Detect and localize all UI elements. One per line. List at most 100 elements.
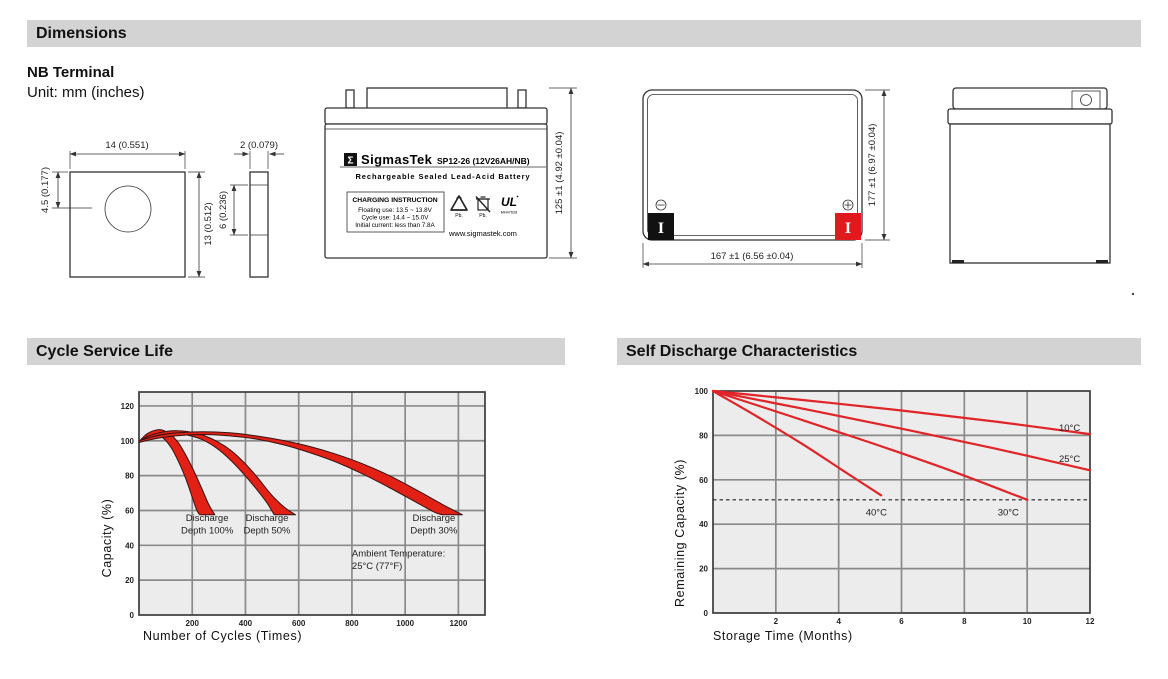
terminal-hole	[104, 185, 152, 233]
plot-border	[712, 390, 1091, 614]
battery-body	[324, 123, 548, 259]
terminal-type-label: NB Terminal	[27, 64, 115, 81]
battery-side-view	[947, 87, 1135, 296]
side-foot-left	[952, 260, 964, 264]
series-30-c	[711, 389, 1029, 501]
self-discharge-title: Self Discharge Characteristics	[626, 343, 858, 360]
cycle-service-life-chart: Discharge Depth 100% Discharge Depth 50% Dis…	[100, 391, 486, 643]
svg-text:Pb.: Pb.	[455, 213, 463, 219]
side-lid	[947, 108, 1113, 125]
y-tick-label: 60	[699, 476, 708, 485]
series-40-c	[711, 389, 883, 497]
svg-text:UL: UL	[501, 195, 517, 209]
battery-top-view: I I 167 ±1 (6.56 ±0.04) 177 ±1 (6.97 ±0.…	[642, 89, 890, 268]
dimensions-section-title: Dimensions	[36, 25, 127, 42]
side-foot-right	[1096, 260, 1108, 264]
side-body	[949, 123, 1111, 264]
terminal-plate-outline	[69, 171, 186, 278]
annotation: Discharge Depth 100%	[181, 513, 234, 537]
y-tick-label: 40	[699, 520, 708, 529]
x-axis-title: Storage Time (Months)	[713, 629, 853, 643]
top-block	[366, 87, 508, 111]
x-tick-label: 8	[962, 617, 967, 626]
y-tick-label: 100	[695, 388, 709, 396]
self-discharge-header: Self Discharge Characteristics	[617, 338, 1141, 365]
y-tick-label: 120	[121, 402, 135, 411]
dimension-drawings: 14 (0.551) 13 (0.512) 4.5 (0.177) 2 (0.0…	[40, 87, 1135, 296]
ul-mark-icon: UL MH47628	[501, 195, 519, 215]
sigma-logo-icon: Σ	[347, 156, 353, 167]
x-tick-label: 2	[774, 617, 779, 626]
sigma-logo-box	[344, 153, 357, 166]
top-view-inner-line	[647, 94, 858, 236]
y-tick-label: 20	[699, 565, 708, 574]
terminal-post-left	[345, 89, 355, 109]
series-10-c	[711, 389, 1092, 436]
plate-slot-dim: 6 (0.236)	[218, 191, 229, 229]
unit-note: Unit: mm (inches)	[27, 84, 145, 101]
x-tick-label: 10	[1023, 617, 1032, 626]
battery-width-dim: 167 ±1 (6.56 ±0.04)	[711, 251, 794, 262]
x-axis-title: Number of Cycles (Times)	[143, 629, 302, 643]
cycle-service-life-title: Cycle Service Life	[36, 343, 173, 360]
top-view-outline	[642, 89, 863, 241]
series-label: 25°C	[1059, 454, 1080, 465]
cycle-service-life-header: Cycle Service Life	[27, 338, 565, 365]
plate-height-dim: 13 (0.512)	[203, 202, 214, 245]
y-tick-label: 80	[125, 472, 134, 481]
ul-file-number: MH47628	[501, 211, 517, 215]
y-tick-label: 20	[125, 576, 134, 585]
self-discharge-chart: 10°C 25°C 40°C 30°C 2 4 6 8 10 12 0 20 40 60 80 100 Stor…	[673, 388, 1095, 643]
battery-lid	[324, 107, 548, 125]
series-25-c	[711, 389, 1092, 472]
plate-hole-offset-dim: 4.5 (0.177)	[40, 167, 51, 213]
charging-line-3: Initial current: less than 7.8A	[355, 222, 435, 229]
plot-border	[138, 391, 486, 616]
battery-depth-dim: 177 ±1 (6.97 ±0.04)	[867, 124, 878, 207]
x-tick-label: 800	[345, 619, 359, 628]
y-tick-label: 80	[699, 431, 708, 440]
plate-thickness-dim: 2 (0.079)	[240, 140, 278, 151]
series-label: 40°C	[866, 507, 887, 518]
x-tick-label: 12	[1086, 617, 1095, 626]
y-tick-label: 0	[130, 611, 135, 620]
series-label: 30°C	[998, 507, 1019, 518]
y-axis-title: Capacity (%)	[100, 499, 114, 578]
battery-height-dim: 125 ±1 (4.92 ±0.04)	[554, 132, 565, 215]
x-tick-label: 1000	[396, 619, 414, 628]
charging-instruction-box	[346, 191, 445, 233]
website-url: www.sigmastek.com	[448, 229, 517, 238]
y-tick-label: 0	[704, 609, 709, 618]
x-tick-label: 600	[292, 619, 306, 628]
x-tick-label: 6	[899, 617, 904, 626]
y-tick-label: 60	[125, 506, 134, 515]
y-tick-label: 40	[125, 541, 134, 550]
x-tick-label: 200	[186, 619, 200, 628]
plate-width-dim: 14 (0.551)	[105, 140, 148, 151]
x-tick-label: 4	[836, 617, 841, 626]
terminal-plate-side-view: 2 (0.079) 6 (0.236)	[218, 140, 284, 278]
terminal-post-right	[517, 89, 527, 109]
svg-text:Pb.: Pb.	[479, 213, 487, 219]
recycle-pb-icon: Pb.	[450, 195, 468, 219]
terminal-plate-front-view: 14 (0.551) 13 (0.512) 4.5 (0.177)	[40, 140, 214, 278]
y-axis-title: Remaining Capacity (%)	[673, 459, 687, 607]
side-terminal-circle	[1080, 94, 1092, 106]
charging-line-1: Floating use: 13.5 ~ 13.8V	[358, 207, 432, 214]
negative-terminal-label: I	[658, 220, 664, 237]
brand-name: SigmasTek	[361, 152, 433, 167]
x-tick-label: 1200	[449, 619, 467, 628]
pb-trash-bin-icon: Pb.	[475, 196, 491, 219]
charging-instruction-title: CHARGING INSTRUCTION	[352, 197, 437, 204]
annotation: Ambient Temperature: 25°C (77°F)	[352, 549, 445, 573]
battery-subtitle: Rechargeable Sealed Lead-Acid Battery	[355, 172, 530, 181]
y-tick-label: 100	[121, 437, 135, 446]
positive-terminal-label: I	[845, 220, 851, 237]
negative-terminal	[648, 213, 674, 240]
dimensions-section-header: Dimensions	[27, 20, 1141, 47]
x-tick-label: 400	[239, 619, 253, 628]
band-discharge-depth-30-	[138, 431, 463, 516]
annotation: Discharge Depth 50%	[244, 513, 292, 537]
series-label: 10°C	[1059, 423, 1080, 434]
battery-front-view: Σ SigmasTek SP12-26 (12V26AH/NB) Recharg…	[324, 87, 577, 259]
